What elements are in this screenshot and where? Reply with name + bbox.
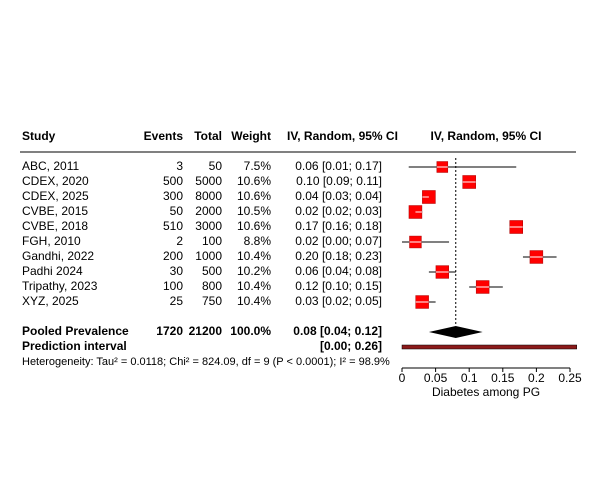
events: 300 [163, 189, 183, 203]
total: 5000 [195, 174, 222, 188]
weight: 10.5% [237, 204, 271, 218]
x-tick-label: 0.05 [424, 371, 448, 385]
x-axis-label: Diabetes among PG [432, 385, 540, 399]
events: 200 [163, 249, 183, 263]
prediction-label: Prediction interval [22, 339, 127, 353]
study-name: FGH, 2010 [22, 234, 81, 248]
total: 500 [202, 264, 222, 278]
study-name: Gandhi, 2022 [22, 249, 94, 263]
events: 500 [163, 174, 183, 188]
ci-label: 0.02 [0.02; 0.03] [295, 204, 382, 218]
total: 750 [202, 294, 222, 308]
plot-header: IV, Random, 95% CI [431, 129, 542, 143]
total: 3000 [195, 219, 222, 233]
ci-label: 0.17 [0.16; 0.18] [295, 219, 382, 233]
study-name: CDEX, 2020 [22, 174, 89, 188]
weight: 7.5% [244, 159, 272, 173]
ci-label: 0.12 [0.10; 0.15] [295, 279, 382, 293]
total: 100 [202, 234, 222, 248]
weight: 10.2% [237, 264, 271, 278]
x-tick-label: 0.15 [491, 371, 515, 385]
events: 30 [170, 264, 184, 278]
pooled-events: 1720 [156, 324, 183, 338]
events: 100 [163, 279, 183, 293]
ci-label: 0.06 [0.04; 0.08] [295, 264, 382, 278]
weight: 10.6% [237, 189, 271, 203]
weight: 8.8% [244, 234, 272, 248]
prediction-ci: [0.00; 0.26] [320, 339, 382, 353]
study-name: CVBE, 2018 [22, 219, 88, 233]
weight: 10.4% [237, 294, 271, 308]
ci-label: 0.06 [0.01; 0.17] [295, 159, 382, 173]
ci-label: 0.03 [0.02; 0.05] [295, 294, 382, 308]
weight: 10.6% [237, 174, 271, 188]
weight: 10.4% [237, 279, 271, 293]
column-header: Events [144, 129, 184, 143]
total: 1000 [195, 249, 222, 263]
total: 2000 [195, 204, 222, 218]
pooled-diamond [428, 326, 483, 338]
total: 800 [202, 279, 222, 293]
events: 510 [163, 219, 183, 233]
x-tick-label: 0 [399, 371, 406, 385]
column-header: Total [194, 129, 222, 143]
pooled-total: 21200 [189, 324, 223, 338]
total: 50 [209, 159, 223, 173]
pooled-weight: 100.0% [230, 324, 271, 338]
weight: 10.4% [237, 249, 271, 263]
events: 50 [170, 204, 184, 218]
x-tick-label: 0.1 [461, 371, 478, 385]
study-name: Tripathy, 2023 [22, 279, 98, 293]
study-name: ABC, 2011 [22, 159, 79, 173]
x-tick-label: 0.25 [558, 371, 582, 385]
pooled-ci: 0.08 [0.04; 0.12] [293, 324, 382, 338]
ci-label: 0.02 [0.00; 0.07] [295, 234, 382, 248]
study-name: CDEX, 2025 [22, 189, 89, 203]
events: 3 [176, 159, 183, 173]
heterogeneity: Heterogeneity: Tau² = 0.0118; Chi² = 824… [22, 356, 390, 368]
events: 2 [176, 234, 183, 248]
total: 8000 [195, 189, 222, 203]
study-name: Padhi 2024 [22, 264, 83, 278]
ci-label: 0.20 [0.18; 0.23] [295, 249, 382, 263]
column-header: IV, Random, 95% CI [287, 129, 398, 143]
column-header: Study [22, 129, 56, 143]
ci-label: 0.04 [0.03; 0.04] [295, 189, 382, 203]
study-name: XYZ, 2025 [22, 294, 79, 308]
column-header: Weight [231, 129, 271, 143]
prediction-bar [401, 344, 577, 350]
x-tick-label: 0.2 [528, 371, 545, 385]
pooled-label: Pooled Prevalence [22, 324, 129, 338]
weight: 10.6% [237, 219, 271, 233]
ci-label: 0.10 [0.09; 0.11] [296, 174, 382, 188]
events: 25 [170, 294, 184, 308]
study-name: CVBE, 2015 [22, 204, 88, 218]
